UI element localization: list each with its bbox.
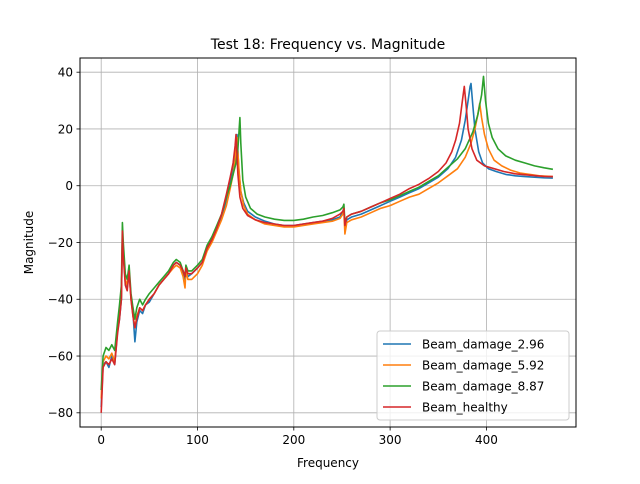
legend-label: Beam_damage_2.96 <box>422 337 544 351</box>
legend-box <box>376 330 570 421</box>
chart-title: Test 18: Frequency vs. Magnitude <box>210 37 445 53</box>
x-tick-label: 200 <box>282 433 305 447</box>
y-axis-ticks: −80 −60 −40 −20 0 20 40 <box>48 65 80 420</box>
y-tick-label: 0 <box>65 179 73 193</box>
series-line-3 <box>100 85 553 413</box>
legend-label: Beam_healthy <box>422 400 508 414</box>
series-lines <box>100 75 554 413</box>
x-tick-label: 400 <box>475 433 498 447</box>
x-axis-label: Frequency <box>297 456 359 470</box>
y-tick-label: 40 <box>58 65 73 79</box>
series-line-2 <box>100 75 554 391</box>
y-tick-label: −40 <box>48 293 73 307</box>
y-tick-label: −20 <box>48 236 73 250</box>
legend-label: Beam_damage_5.92 <box>422 358 544 372</box>
y-tick-label: −80 <box>48 406 73 420</box>
y-axis-label: Magnitude <box>22 211 36 275</box>
y-tick-label: −60 <box>48 349 73 363</box>
x-tick-label: 0 <box>97 433 105 447</box>
grid <box>80 58 576 427</box>
legend: Beam_damage_2.96 Beam_damage_5.92 Beam_dam… <box>376 330 570 421</box>
x-tick-label: 300 <box>379 433 402 447</box>
x-axis-ticks: 0 100 200 300 400 <box>97 427 498 447</box>
legend-label: Beam_damage_8.87 <box>422 379 544 393</box>
y-tick-label: 20 <box>58 122 73 136</box>
x-tick-label: 100 <box>186 433 209 447</box>
